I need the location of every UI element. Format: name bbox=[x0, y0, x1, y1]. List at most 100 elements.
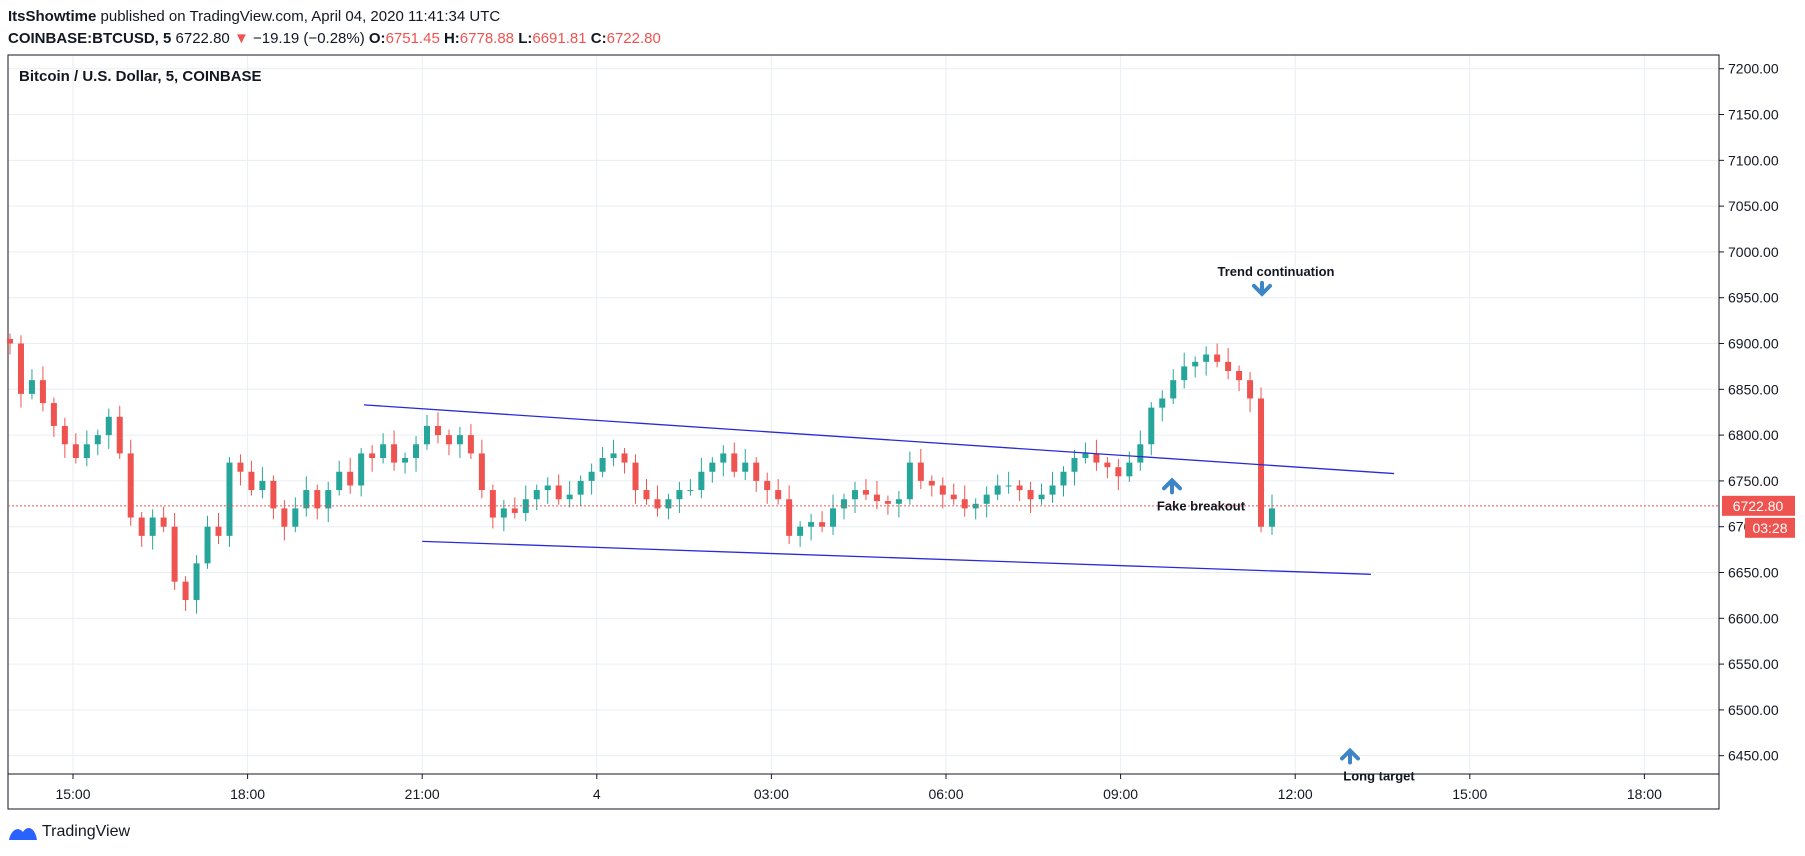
chart-header: ItsShowtime published on TradingView.com… bbox=[8, 6, 661, 50]
grid bbox=[8, 55, 1719, 774]
candle-body bbox=[1093, 453, 1100, 463]
candle-body bbox=[775, 490, 782, 500]
candle-body bbox=[1225, 361, 1232, 371]
candle-body bbox=[939, 485, 946, 495]
open-value: 6751.45 bbox=[385, 30, 440, 47]
time-tick-label: 18:00 bbox=[1627, 786, 1662, 802]
candle-body bbox=[358, 453, 365, 486]
candle-body bbox=[1027, 490, 1034, 500]
close-label: C: bbox=[590, 30, 607, 47]
candle-body bbox=[709, 462, 716, 472]
candle-body bbox=[489, 490, 496, 518]
candle-body bbox=[1005, 485, 1012, 487]
symbol-label: COINBASE:BTCUSD, 5 bbox=[8, 30, 172, 47]
candle-body bbox=[533, 490, 540, 500]
candle-body bbox=[72, 444, 79, 459]
annotation-up-arrow-icon[interactable] bbox=[1162, 477, 1182, 495]
chart-title: Bitcoin / U.S. Dollar, 5, COINBASE bbox=[19, 68, 262, 85]
price-tick-label: 6600.00 bbox=[1728, 610, 1779, 626]
candle-body bbox=[599, 458, 606, 472]
time-tick-label: 15:00 bbox=[1452, 786, 1487, 802]
candle-body bbox=[1104, 462, 1111, 468]
price-tick-label: 6800.00 bbox=[1728, 427, 1779, 443]
candle-body bbox=[720, 453, 727, 463]
tradingview-logo-icon[interactable] bbox=[8, 822, 38, 842]
chart-frame bbox=[7, 54, 1720, 810]
candle-body bbox=[884, 501, 891, 504]
candle-body bbox=[841, 499, 848, 509]
candle-body bbox=[467, 435, 474, 454]
candle-body bbox=[445, 435, 452, 445]
candle-body bbox=[402, 458, 409, 463]
time-tick-label: 03:00 bbox=[754, 786, 789, 802]
candle-body bbox=[1181, 366, 1188, 381]
trendline-upper-channel[interactable] bbox=[363, 404, 1395, 475]
candle-body bbox=[116, 416, 123, 454]
candle-body bbox=[138, 517, 145, 536]
trendlines[interactable] bbox=[363, 404, 1395, 575]
candle-body bbox=[1126, 462, 1133, 477]
annotation-down-arrow-icon[interactable] bbox=[1252, 280, 1272, 297]
time-tick-label: 21:00 bbox=[405, 786, 440, 802]
price-tag-text: 6722.80 bbox=[1733, 498, 1784, 514]
annotation-label: Long target bbox=[1343, 769, 1415, 784]
countdown-box bbox=[1745, 517, 1795, 538]
trendline-lower-channel[interactable] bbox=[422, 540, 1371, 575]
published-text: published on TradingView.com, April 04, … bbox=[96, 8, 501, 25]
candle-body bbox=[1137, 444, 1144, 463]
candle-body bbox=[632, 462, 639, 491]
candle-body bbox=[215, 526, 222, 536]
candle-body bbox=[292, 508, 299, 527]
candle-body bbox=[786, 499, 793, 536]
annotations[interactable]: Trend continuation Fake breakout Long targ… bbox=[1157, 264, 1415, 784]
last-price-tag: 6722.80 03:28 bbox=[1722, 495, 1795, 538]
time-tick-label: 4 bbox=[593, 786, 601, 802]
time-tick-label: 12:00 bbox=[1278, 786, 1313, 802]
arrow-shape bbox=[1340, 747, 1360, 765]
price-tick-label: 6850.00 bbox=[1728, 381, 1779, 397]
annotation-label: Fake breakout bbox=[1157, 498, 1246, 513]
candle-body bbox=[643, 490, 650, 500]
candle-body bbox=[149, 517, 156, 536]
candle-body bbox=[1192, 361, 1199, 367]
price-tick-label: 6950.00 bbox=[1728, 290, 1779, 306]
brand-name[interactable]: TradingView bbox=[42, 823, 131, 840]
annotation-up-arrow-icon[interactable] bbox=[1340, 747, 1360, 765]
time-axis[interactable]: 15:00 18:00 21:00 4 03:00 06:00 09:00 12:00 15:0… bbox=[55, 774, 1662, 802]
candle-body bbox=[797, 526, 804, 536]
price-change: −19.19 (−0.28%) bbox=[252, 30, 365, 47]
candle-body bbox=[862, 490, 869, 495]
candle-body bbox=[281, 508, 288, 527]
candle-body bbox=[654, 499, 661, 509]
high-value: 6778.88 bbox=[459, 30, 515, 47]
candle-body bbox=[248, 471, 255, 491]
candle-body bbox=[369, 453, 376, 459]
candle-body bbox=[226, 462, 233, 536]
annotation-label: Trend continuation bbox=[1218, 264, 1335, 279]
ohlc-line: COINBASE:BTCUSD, 5 6722.80 ▼ −19.19 (−0.… bbox=[8, 28, 661, 50]
candle-body bbox=[1203, 354, 1210, 362]
low-value: 6691.81 bbox=[532, 30, 587, 47]
candle-body bbox=[160, 517, 167, 527]
candle-body bbox=[17, 343, 24, 394]
candle-body bbox=[1159, 398, 1166, 408]
candle-body bbox=[830, 508, 837, 527]
candle-body bbox=[391, 444, 398, 463]
candle-body bbox=[511, 508, 518, 513]
candle-body bbox=[413, 444, 420, 459]
candle-body bbox=[127, 453, 134, 518]
candle-body bbox=[1258, 398, 1265, 527]
close-value: 6722.80 bbox=[606, 30, 661, 47]
candle-body bbox=[610, 453, 617, 459]
candle-body bbox=[434, 425, 441, 436]
price-tick-label: 7000.00 bbox=[1728, 244, 1779, 260]
candle-body bbox=[994, 485, 1001, 495]
price-tick-label: 6500.00 bbox=[1728, 702, 1779, 718]
price-axis[interactable]: 7200.00 7150.00 7100.00 7050.00 7000.00 6950.… bbox=[1719, 61, 1779, 764]
price-tick-label: 6650.00 bbox=[1728, 564, 1779, 580]
candle-body bbox=[336, 471, 343, 491]
candle-body bbox=[676, 490, 683, 500]
candle-body bbox=[577, 480, 584, 495]
author-name[interactable]: ItsShowtime bbox=[8, 8, 97, 25]
